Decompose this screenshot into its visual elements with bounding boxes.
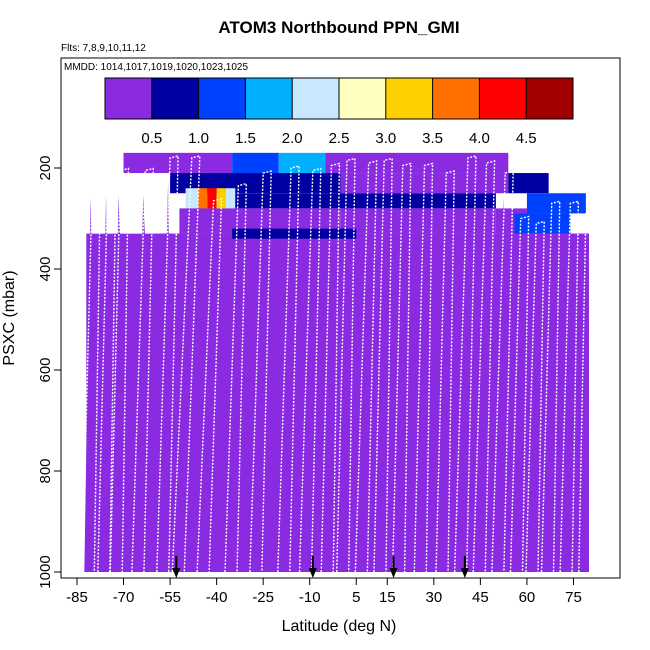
colorbar-segment [339, 78, 387, 119]
y-tick-label: 600 [37, 357, 54, 382]
y-tick-label: 800 [37, 458, 54, 483]
colorbar-tick-label: 1.5 [235, 130, 256, 147]
heatmap-cell [325, 152, 509, 174]
chart-title: ATOM3 Northbound PPN_GMI [218, 18, 459, 37]
flight-profile [298, 167, 322, 573]
y-tick-label: 400 [37, 256, 54, 281]
colorbar-tick-label: 3.5 [422, 130, 443, 147]
heatmap-cell [185, 188, 199, 214]
colorbar-segment [198, 78, 246, 119]
x-tick-label: 75 [565, 589, 582, 606]
x-tick-label: 5 [352, 589, 360, 606]
colorbar-segment [105, 78, 153, 119]
flight-profile [540, 200, 561, 573]
y-tick-label: 1000 [37, 555, 54, 588]
colorbar-tick-label: 2.5 [329, 130, 350, 147]
arrow-marker-head [172, 568, 181, 578]
flight-profile [81, 170, 102, 573]
arrow-marker-head [389, 568, 398, 578]
heatmap-cell [232, 152, 279, 174]
flight-profiles [81, 154, 595, 573]
flight-profile [413, 162, 434, 573]
heatmap-cell [495, 233, 589, 254]
flight-profile [391, 162, 412, 573]
flight-profile [196, 197, 223, 573]
arrow-markers [172, 556, 469, 578]
heatmap-cell [278, 152, 326, 174]
heatmap-cell [235, 193, 496, 209]
heatmap-cell [573, 193, 586, 214]
colorbar-tick-label: 4.0 [469, 130, 490, 147]
x-tick-label: 60 [519, 589, 536, 606]
x-tick-label: -25 [252, 589, 274, 606]
heatmap-cell [508, 173, 549, 194]
flight-profile [559, 200, 580, 573]
colorbar-tick-label: 4.5 [516, 130, 537, 147]
x-tick-label: -55 [159, 589, 181, 606]
x-tick-label: -70 [113, 589, 135, 606]
x-tick-label: -85 [66, 589, 88, 606]
x-tick-label: 15 [379, 589, 396, 606]
x-tick-label: -40 [206, 589, 228, 606]
heatmap-cell [514, 213, 571, 234]
heatmap-cell [340, 208, 496, 234]
plot-frame [60, 57, 621, 579]
x-tick-label: 30 [425, 589, 442, 606]
flight-profile [320, 162, 341, 573]
flight-profile [373, 157, 393, 573]
x-tick-label: -10 [299, 589, 321, 606]
flight-profile [578, 210, 595, 573]
flights-label: Flts: 7,8,9,10,11,12 [61, 43, 146, 54]
colorbar-frame [104, 77, 574, 120]
flight-profile [156, 154, 179, 573]
heatmap-cell [526, 193, 574, 214]
colorbar-segment [432, 78, 480, 119]
colorbar-tick-label: 2.0 [282, 130, 303, 147]
y-axis-label: PSXC (mbar) [1, 270, 18, 365]
flight-profile [472, 160, 496, 573]
heatmap-cell [123, 152, 233, 174]
colorbar-tick-label: 0.5 [141, 130, 162, 147]
x-tick-label: 45 [472, 589, 489, 606]
flight-profile [453, 154, 477, 573]
colorbar-segment [245, 78, 293, 119]
flight-profile [336, 157, 356, 573]
flight-profile [435, 170, 455, 573]
colorbar-segment [151, 78, 200, 119]
flight-profile [509, 215, 530, 573]
x-axis-label: Latitude (deg N) [282, 618, 397, 635]
heatmap-cell [198, 188, 208, 214]
flight-profile [131, 167, 154, 573]
y-axis: 200 400 600 800 1000 [37, 155, 61, 589]
flight-profile [491, 170, 514, 573]
colorbar-tick-label: 1.0 [188, 130, 209, 147]
flight-profile [224, 182, 248, 573]
heatmap-cell [225, 188, 236, 214]
heatmap-cell [207, 188, 217, 214]
colorbar-segment [385, 78, 434, 119]
y-tick-label: 200 [37, 155, 54, 180]
dates-label: MMDD: 1014,1017,1019,1020,1023,1025 [64, 62, 248, 73]
heatmap-cell [232, 228, 357, 239]
colorbar-segment [479, 78, 527, 119]
flight-profile [525, 220, 545, 573]
flight-profile [249, 170, 272, 573]
arrow-marker-head [308, 568, 317, 578]
arrow-marker-head [460, 568, 469, 578]
flight-profile [171, 154, 201, 573]
colorbar-segment [526, 78, 574, 119]
colorbar-tick-label: 3.0 [375, 130, 396, 147]
colorbar: 0.5 1.0 1.5 2.0 2.5 3.0 3.5 4.0 4.5 [104, 77, 574, 147]
colorbar-segment [292, 78, 340, 119]
x-axis: -85 -70 -55 -40 -25 -10 5 15 30 45 60 75 [66, 578, 582, 606]
flight-profile [354, 160, 378, 573]
flight-profile [97, 167, 117, 573]
flight-profile [109, 167, 130, 573]
